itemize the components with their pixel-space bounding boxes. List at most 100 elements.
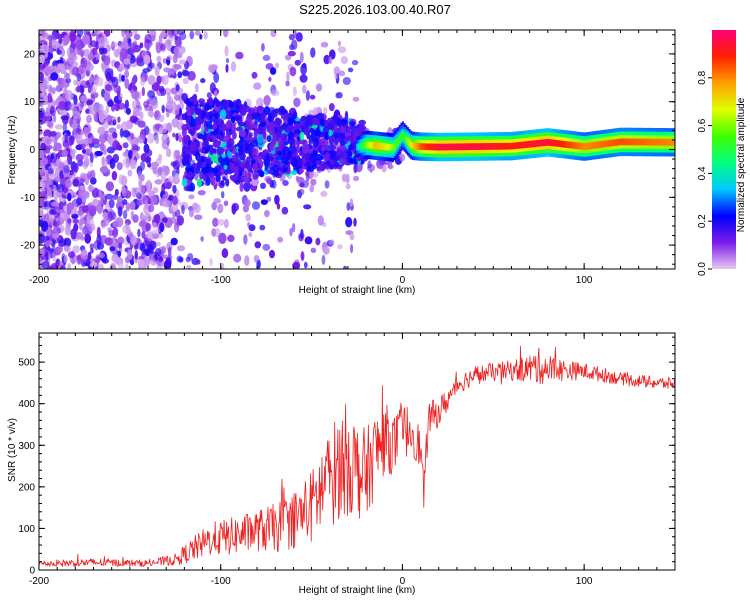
spectrogram-cell (298, 188, 305, 196)
spectrogram-cell (145, 231, 154, 242)
spectrogram-cell (111, 227, 119, 238)
spectrogram-cell (345, 183, 351, 190)
spectrogram-cell (200, 236, 204, 242)
spectrogram-cell (39, 210, 44, 220)
spectrogram-cell (213, 198, 221, 204)
spectrogram-cell (328, 135, 335, 145)
spectrogram-cell (166, 55, 173, 61)
spectrogram-cell (140, 76, 146, 87)
spectrogram-x-axis-label: Height of straight line (km) (299, 285, 416, 296)
spectrogram-cell (320, 41, 329, 48)
spectrogram-cell (245, 115, 253, 125)
spectrogram-ridge-cell (573, 142, 576, 149)
spectrogram-cell (86, 99, 93, 106)
spectrogram-cell (39, 148, 45, 159)
spectrogram-cell (132, 106, 137, 115)
spectrogram-ridge-cell (439, 143, 442, 151)
spectrogram-cell (225, 57, 229, 64)
spectrogram-cell (232, 131, 237, 140)
spectrogram-cell (92, 47, 98, 56)
spectrogram-cell (323, 131, 329, 141)
spectrogram-cell (129, 202, 136, 211)
spectrogram-cell (112, 220, 120, 228)
spectrogram-cell (195, 259, 201, 265)
spectrogram-y-tick-label: 10 (24, 97, 36, 108)
spectrogram-cell (334, 140, 338, 146)
spectrogram-cell (165, 181, 172, 190)
spectrogram-cell (222, 176, 227, 181)
spectrogram-cell (66, 47, 75, 58)
spectrogram-cell (196, 178, 202, 188)
spectrogram-cell (172, 195, 178, 206)
spectrogram-cell (73, 94, 78, 106)
spectrogram-ridge-cell (518, 142, 521, 149)
spectrogram-cell (244, 255, 250, 266)
spectrogram-ridge-cell (462, 143, 465, 151)
spectrogram-cell (225, 64, 229, 73)
spectrogram-cell (52, 226, 62, 235)
spectrogram-cell (292, 261, 301, 269)
spectrogram-ridge-cell (604, 140, 607, 148)
spectrogram-cell (78, 219, 84, 226)
spectrogram-cell (158, 114, 165, 123)
spectrogram-cell (247, 171, 252, 178)
spectrogram-ridge-cell (595, 141, 597, 149)
spectrogram-cell (58, 239, 66, 247)
spectrogram-cell (50, 262, 58, 269)
spectrogram-cell (344, 132, 352, 137)
spectrogram-cell (305, 171, 310, 177)
spectrogram-cell (267, 169, 274, 175)
spectrogram-ridge-cell (639, 138, 642, 146)
spectrogram-cell (150, 195, 158, 206)
spectrogram-ridge-cell (614, 139, 617, 146)
spectrogram-cell (235, 51, 244, 60)
spectrogram-cell (103, 157, 108, 168)
spectrogram-cell (175, 133, 179, 141)
spectrogram-ridge-cell (436, 143, 439, 151)
spectrogram-cell (166, 148, 172, 158)
spectrogram-cell (276, 203, 281, 210)
spectrogram-ridge-cell (501, 142, 504, 150)
spectrogram-ridge-cell (544, 139, 547, 146)
spectrogram-cell (85, 63, 94, 72)
spectrogram-cell (143, 100, 150, 109)
spectrogram-ridge-cell (514, 142, 517, 150)
spectrogram-cell (172, 107, 180, 116)
spectrogram-cell (343, 265, 348, 269)
spectrogram-y-tick-label: -20 (21, 241, 36, 252)
spectrogram-cell (44, 240, 53, 246)
spectrogram-cell (156, 178, 161, 185)
spectrogram-cell (89, 261, 98, 268)
spectrogram-cell (186, 264, 192, 269)
spectrogram-ridge-cell (402, 132, 404, 139)
spectrogram-ridge-cell (591, 142, 594, 149)
spectrogram-cell (69, 65, 77, 76)
spectrogram-cell (56, 183, 65, 193)
spectrogram-ridge-cell (666, 138, 669, 146)
spectrogram-cell (213, 72, 220, 84)
spectrogram-cell (194, 108, 203, 116)
spectrogram-ridge-cell (581, 143, 584, 150)
spectrogram-cell (210, 175, 216, 186)
spectrogram-cell (291, 159, 296, 168)
spectrogram-cell (296, 157, 303, 168)
spectrogram-ridge-cell (662, 138, 664, 146)
spectrogram-cell (291, 145, 297, 155)
spectrogram-cell (53, 114, 57, 123)
spectrogram-cell (220, 180, 225, 187)
spectrogram-ridge-cell (456, 143, 458, 151)
spectrogram-cell (75, 79, 82, 86)
spectrogram-cell (63, 34, 70, 46)
colorbar-tick-label: 0.4 (697, 166, 708, 180)
spectrogram-ridge-cell (537, 139, 540, 147)
spectrogram-cell (81, 143, 86, 149)
spectrogram-cell (342, 77, 351, 85)
spectrogram-cell (95, 52, 100, 61)
spectrogram-cell (41, 30, 46, 38)
spectrogram-cell (303, 204, 312, 210)
spectrogram-ridge-cell (545, 139, 548, 146)
spectrogram-cell (278, 105, 286, 116)
spectrogram-cell (80, 95, 88, 103)
spectrogram-cell (321, 254, 326, 265)
spectrogram-cell (120, 175, 128, 186)
